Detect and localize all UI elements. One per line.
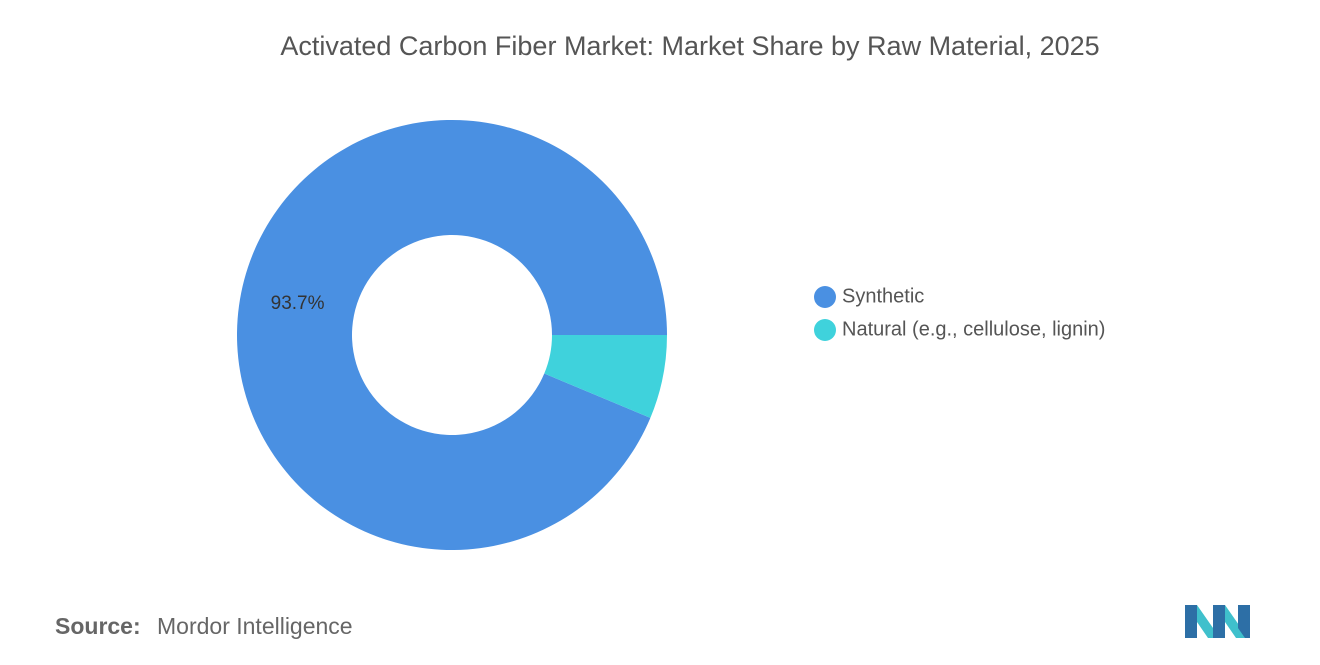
- legend-marker: [814, 319, 836, 341]
- chart-title: Activated Carbon Fiber Market: Market Sh…: [280, 31, 1099, 61]
- legend-marker: [814, 286, 836, 308]
- source-label: Source:: [55, 613, 141, 639]
- donut-slice: [237, 119, 668, 550]
- source-text: Mordor Intelligence: [157, 613, 353, 639]
- logo: [1185, 605, 1250, 638]
- data-label: 93.7%: [271, 293, 325, 314]
- legend-label: Natural (e.g., cellulose, lignin): [842, 318, 1105, 340]
- legend-label: Synthetic: [842, 285, 924, 307]
- donut-slice: [544, 335, 667, 418]
